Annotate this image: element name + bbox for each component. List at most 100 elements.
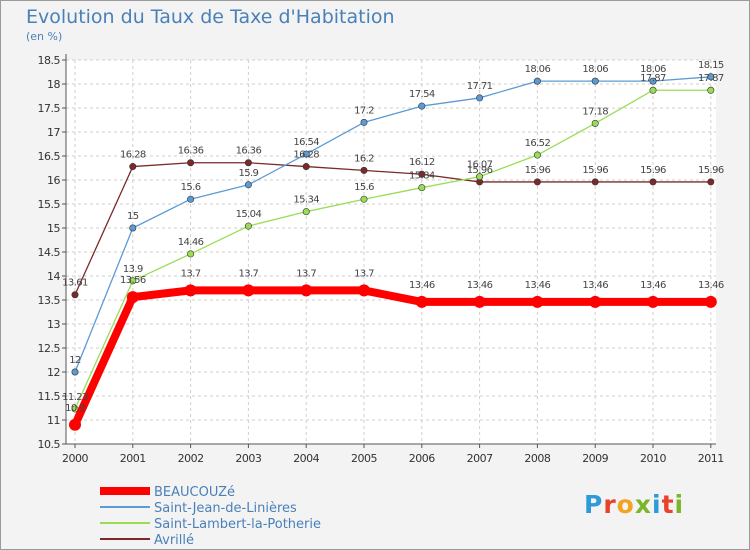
data-label: 15.6 (354, 182, 374, 193)
data-label: 13.46 (525, 280, 551, 291)
x-tick-label: 2006 (409, 452, 435, 465)
y-tick-label: 18 (47, 78, 60, 91)
y-tick-label: 12 (47, 366, 60, 379)
data-point (591, 119, 599, 127)
data-point (244, 181, 252, 189)
data-point (418, 102, 426, 110)
data-label: 14.46 (178, 237, 204, 248)
y-tick-label: 17.5 (38, 102, 61, 115)
data-point (415, 295, 428, 308)
data-point (418, 184, 426, 192)
data-label: 15.96 (525, 165, 551, 176)
data-label: 17.87 (698, 73, 724, 84)
data-label: 16.2 (354, 153, 374, 164)
data-point (476, 173, 484, 181)
data-point (418, 170, 426, 178)
data-point (704, 295, 717, 308)
data-label: 15.9 (238, 168, 258, 179)
x-tick-label: 2011 (698, 452, 724, 465)
data-point (533, 77, 541, 85)
data-label: 15.96 (467, 165, 493, 176)
y-tick-label: 11 (47, 414, 60, 427)
data-label: 13.46 (409, 280, 435, 291)
y-tick-label: 18.5 (38, 54, 61, 67)
data-label: 17.87 (640, 73, 666, 84)
data-point (302, 163, 310, 171)
legend: BEAUCOUZéSaint-Jean-de-LinièresSaint-Lam… (100, 485, 321, 548)
data-point (126, 291, 139, 304)
y-tick-label: 10.5 (38, 438, 61, 451)
data-labels: 10.9 13.56 13.7 13.7 13.7 13.7 13.46 13.46 13.46… (62, 60, 724, 414)
x-tick-label: 2005 (351, 452, 377, 465)
logo-letter: t (661, 490, 675, 519)
data-point (358, 284, 370, 297)
axes: 10.5 11 11.5 12 12.5 13 13.5 14 14.5 15 15.5 16 16.5… (38, 54, 724, 465)
data-label: 13.7 (181, 268, 201, 279)
data-point (242, 284, 255, 297)
data-label: 10.9 (65, 403, 85, 414)
x-tick-label: 2001 (120, 452, 146, 465)
data-label: 15 (127, 211, 139, 222)
data-label: 13.9 (123, 264, 143, 275)
data-point (473, 295, 486, 308)
data-point (533, 151, 541, 159)
chart-title: Evolution du Taux de Taxe d'Habitation (26, 6, 395, 28)
data-point (649, 77, 657, 85)
data-point (187, 159, 195, 167)
data-label: 15.6 (181, 182, 201, 193)
data-label: 18.06 (640, 64, 666, 75)
logo-letter: i (674, 490, 685, 519)
series-line-0 (71, 286, 715, 429)
data-point (360, 118, 368, 126)
data-point (184, 284, 197, 297)
data-point (360, 166, 368, 174)
legend-label-2: Saint-Lambert-la-Potherie (154, 517, 321, 532)
data-label: 13.46 (467, 280, 493, 291)
x-tick-label: 2000 (62, 452, 88, 465)
data-point (476, 94, 484, 102)
data-label: 12 (69, 355, 81, 366)
x-tick-label: 2002 (178, 452, 204, 465)
data-label: 13.46 (698, 280, 724, 291)
data-point (129, 224, 137, 232)
x-tick-label: 2010 (640, 452, 666, 465)
y-tick-label: 17 (47, 126, 60, 139)
logo-letter: o (616, 490, 635, 519)
data-label: 18.15 (698, 60, 724, 71)
data-point (533, 178, 541, 186)
logo-letter: P (584, 490, 604, 519)
data-label: 16.12 (409, 157, 435, 168)
y-tick-label: 16.5 (38, 150, 61, 163)
series-line-3 (74, 162, 712, 296)
data-point (589, 295, 602, 308)
data-label: 15.34 (293, 195, 319, 206)
data-point (302, 150, 310, 158)
data-label: 13.46 (640, 280, 666, 291)
data-point (187, 195, 195, 203)
x-tick-label: 2007 (467, 452, 493, 465)
data-label: 17.54 (409, 89, 435, 100)
data-point (129, 163, 137, 171)
y-tick-label: 13 (47, 318, 60, 331)
data-label: 13.61 (62, 278, 88, 289)
data-point (591, 77, 599, 85)
data-point (129, 277, 137, 285)
data-label: 13.7 (354, 268, 374, 279)
data-point (187, 250, 195, 258)
data-label: 13.56 (120, 275, 146, 286)
y-tick-label: 14 (47, 270, 60, 283)
data-label: 15.04 (236, 209, 262, 220)
data-point (360, 195, 368, 203)
data-point (69, 418, 81, 431)
logo-letter: r (603, 490, 617, 519)
y-tick-label: 15 (47, 222, 60, 235)
data-label: 15.96 (698, 165, 724, 176)
data-point (707, 86, 715, 94)
proxiti-logo: Proxiti (584, 490, 684, 519)
data-label: 17.2 (354, 105, 374, 116)
x-tick-label: 2008 (524, 452, 550, 465)
legend-label-3: Avrillé (154, 533, 194, 548)
y-tick-label: 16 (47, 174, 60, 187)
logo-letter: x (634, 490, 652, 519)
data-point (244, 222, 252, 230)
